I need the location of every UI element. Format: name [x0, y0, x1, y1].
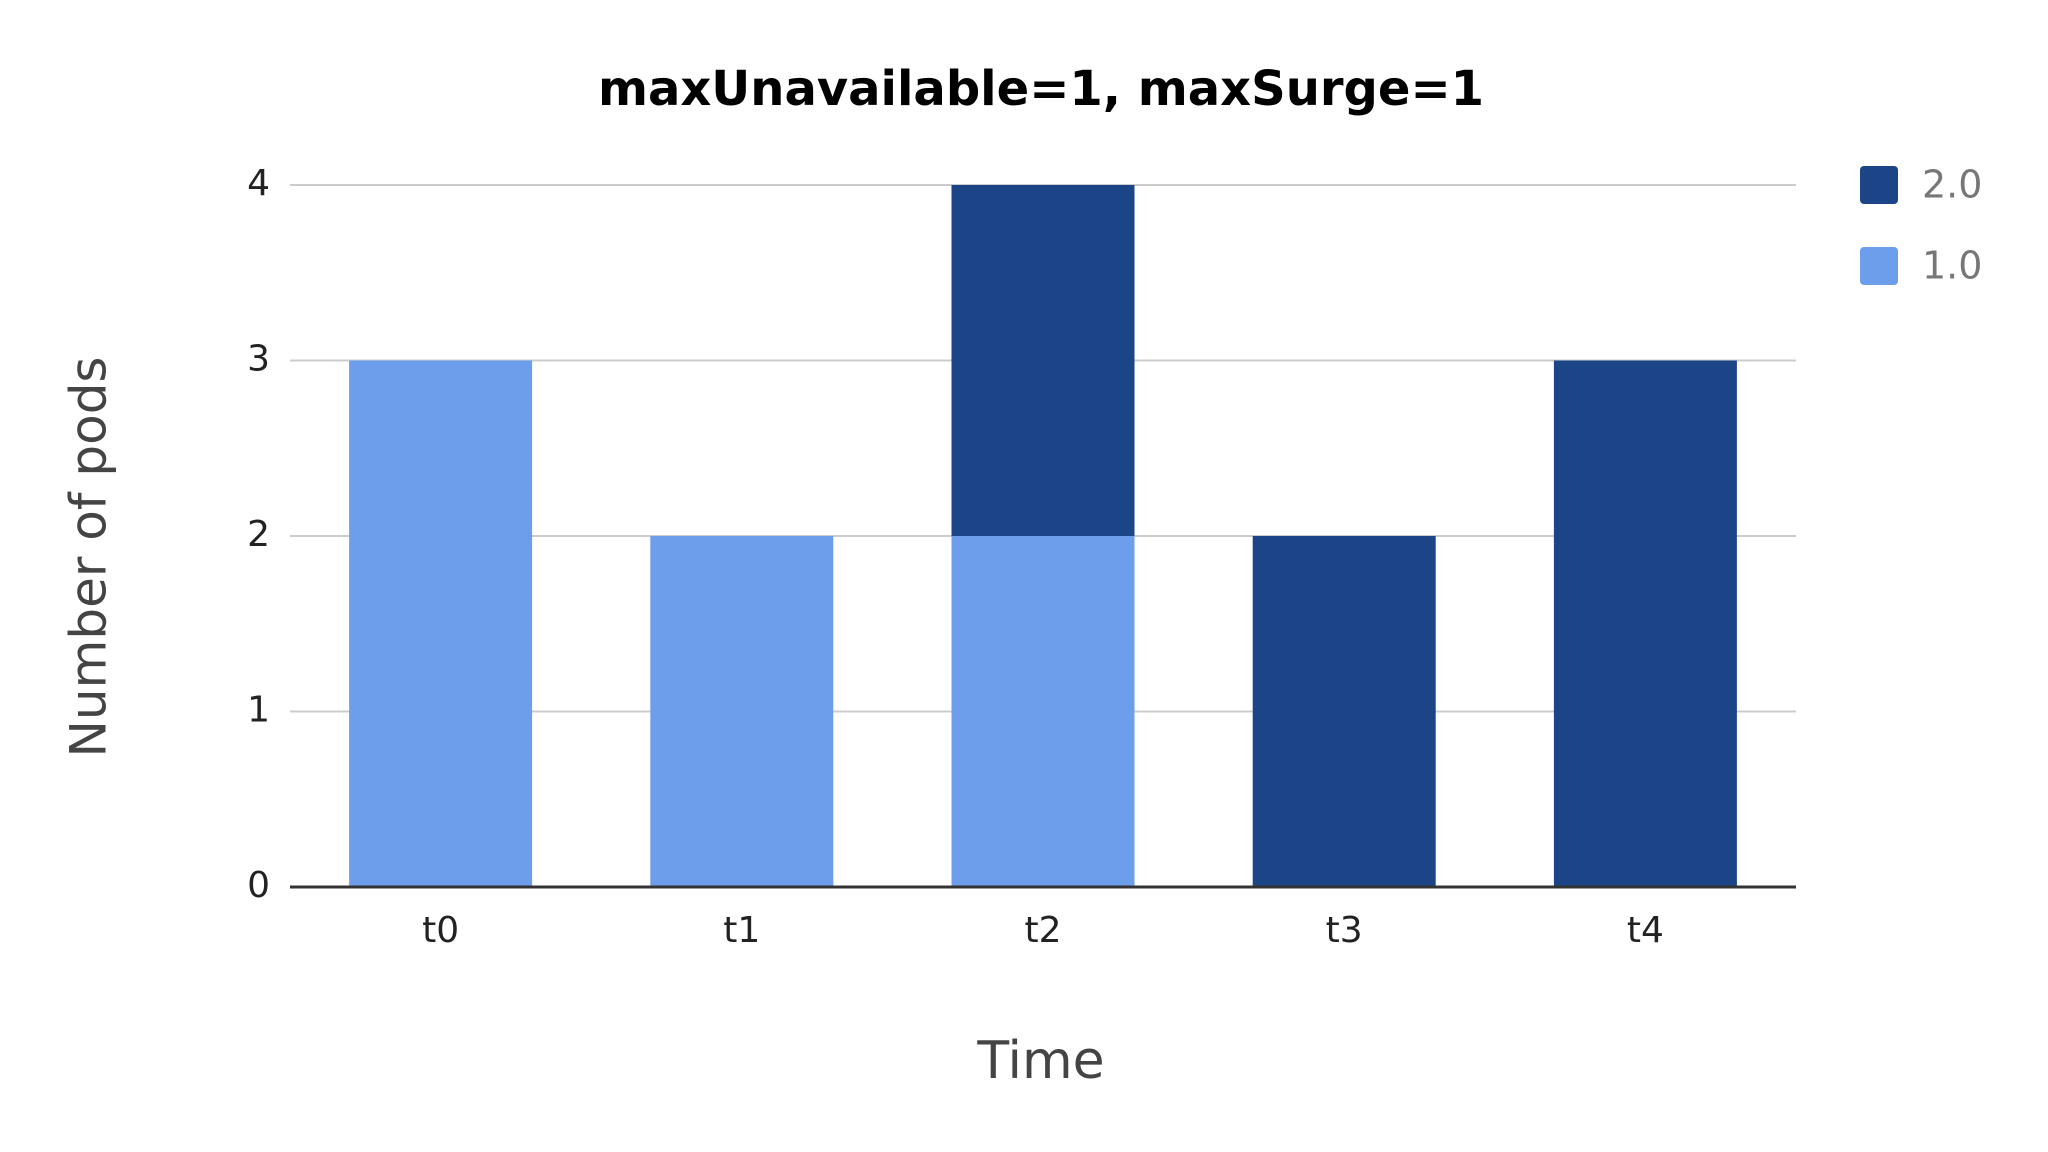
bar-segment [349, 360, 533, 887]
y-tick-label: 1 [247, 690, 270, 731]
x-tick-label: t4 [1627, 910, 1664, 951]
legend-label: 2.0 [1922, 163, 1982, 207]
bar-segment [650, 536, 834, 887]
y-axis-title: Number of pods [60, 357, 118, 758]
y-tick-label: 0 [247, 865, 270, 906]
x-axis-title: Time [976, 1031, 1104, 1091]
y-tick-label: 2 [247, 514, 270, 555]
legend-swatch [1860, 166, 1898, 204]
x-tick-label: t2 [1024, 910, 1061, 951]
legend-swatch [1860, 247, 1898, 285]
chart-title: maxUnavailable=1, maxSurge=1 [598, 61, 1484, 117]
bar-segment [951, 536, 1135, 887]
x-tick-label: t3 [1326, 910, 1363, 951]
y-tick-label: 4 [247, 163, 270, 204]
legend-label: 1.0 [1922, 244, 1982, 288]
bar-segment [1252, 536, 1436, 887]
x-tick-label: t1 [723, 910, 760, 951]
bar-segment [1553, 360, 1737, 887]
y-tick-label: 3 [247, 339, 270, 380]
x-tick-label: t0 [422, 910, 459, 951]
bar-segment [951, 185, 1135, 536]
